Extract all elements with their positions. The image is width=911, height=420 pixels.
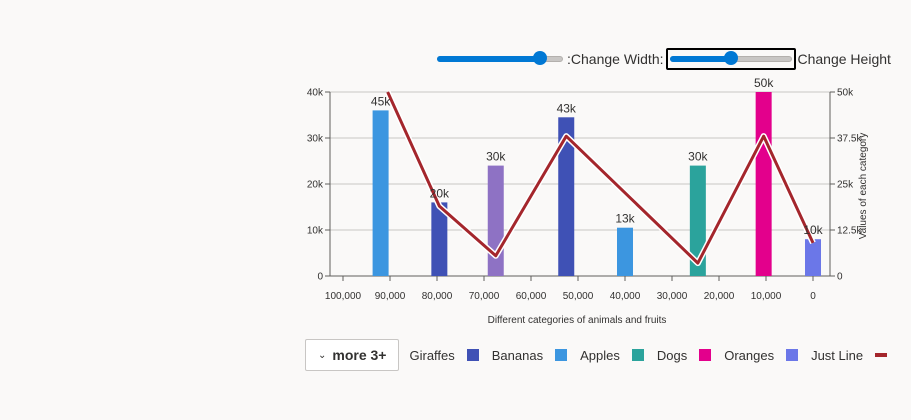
legend-swatch [631, 349, 644, 361]
width-slider[interactable] [435, 48, 565, 70]
x-tick-label: 10,000 [751, 291, 782, 302]
just-line-series [386, 91, 815, 265]
line-series [384, 90, 816, 267]
bar [431, 202, 448, 276]
y-tick-label: 40k [307, 88, 324, 99]
legend-swatch [466, 349, 479, 361]
legend-swatch [786, 349, 799, 361]
y-tick-label: 20k [307, 180, 324, 191]
x-tick-label: 70,000 [469, 291, 500, 302]
y2-tick-label: 12.5k [837, 226, 862, 237]
x-tick-label: 50,000 [563, 291, 594, 302]
height-slider[interactable] [665, 48, 796, 70]
bar [558, 117, 575, 276]
bar [805, 239, 821, 276]
chart-size-controls: :Change Width: Change Height [435, 48, 891, 70]
width-slider-label: :Change Width: [567, 51, 664, 67]
bar-data-label: 45k [371, 94, 391, 108]
bar-data-label: 10k [803, 223, 823, 237]
height-slider-thumb[interactable] [723, 51, 738, 65]
x-tick-label: 0 [810, 291, 816, 302]
y-axis-secondary: 0 12.5k 25k 37.5k 50k [829, 88, 862, 283]
x-axis: 100,000 90,000 80,000 70,000 60,000 50,000 40,… [325, 275, 830, 302]
width-slider-thumb[interactable] [533, 51, 548, 65]
x-tick-label: 80,000 [422, 291, 453, 302]
bar-data-label: 50k [754, 76, 774, 90]
y-tick-label: 0 [317, 272, 323, 283]
legend-item-label: Oranges [724, 347, 775, 363]
legend-swatch [555, 349, 568, 361]
bar-data-label: 30k [688, 150, 708, 164]
chevron-down-icon: ⌄ [318, 349, 327, 361]
y-tick-label: 10k [307, 226, 324, 237]
legend: ⌄ more 3+ Giraffes Bananas Apples Dogs Orang… [305, 339, 900, 371]
x-tick-label: 20,000 [704, 291, 735, 302]
x-tick-label: 90,000 [375, 291, 406, 302]
y2-tick-label: 37.5k [837, 134, 862, 145]
legend-item-label: Giraffes [409, 347, 455, 363]
bar [372, 110, 389, 277]
x-axis-label: Different categories of animals and frui… [488, 315, 667, 326]
legend-item-label: Apples [580, 347, 620, 363]
y-axis-primary: 0 10k 20k 30k 40k [307, 88, 331, 283]
combo-chart: 0 10k 20k 30k 40k 0 12.5k 25k 37.5k 50k 100,000 9… [307, 76, 869, 326]
bar [689, 165, 706, 276]
bar-data-label: 30k [486, 150, 506, 164]
bar-data-label: 43k [557, 101, 577, 115]
legend-swatch [875, 353, 888, 357]
bar-labels: 45k 20k 30k 43k 13k 30k 50k 10k [371, 76, 824, 237]
grid-lines [330, 91, 830, 277]
bar-data-label: 20k [430, 186, 450, 200]
legend-item[interactable]: Apples [580, 348, 644, 363]
legend-items: Giraffes Bananas Apples Dogs Oranges Just Lin… [409, 348, 900, 363]
y2-tick-label: 25k [837, 180, 854, 191]
bar [755, 92, 772, 276]
height-slider-fill [669, 56, 733, 62]
legend-item-label: Just Line [811, 347, 864, 363]
legend-item[interactable]: Giraffes [409, 347, 479, 363]
legend-item[interactable]: Just Line [811, 347, 888, 363]
legend-item[interactable]: Bananas [491, 347, 568, 363]
y-tick-label: 30k [307, 134, 324, 145]
legend-item-label: Dogs [656, 347, 688, 363]
legend-item-label: Bananas [491, 347, 544, 363]
line-outline [384, 90, 816, 267]
y2-tick-label: 0 [837, 272, 843, 283]
legend-swatch [699, 349, 712, 361]
legend-item[interactable]: Oranges [724, 347, 799, 363]
x-tick-label: 30,000 [657, 291, 688, 302]
legend-more-button[interactable]: ⌄ more 3+ [305, 339, 400, 371]
bar [487, 165, 504, 276]
x-tick-label: 100,000 [325, 291, 362, 302]
legend-item[interactable]: Dogs [656, 347, 712, 363]
x-tick-label: 40,000 [610, 291, 641, 302]
height-slider-label: Change Height [797, 51, 891, 67]
bar [617, 227, 633, 276]
width-slider-fill [437, 56, 541, 62]
x-tick-label: 60,000 [516, 291, 547, 302]
y-axis-secondary-label: Values of each category [858, 133, 869, 240]
bar-data-label: 13k [615, 212, 635, 226]
legend-more-label: more 3+ [332, 347, 387, 363]
y2-tick-label: 50k [837, 88, 854, 99]
